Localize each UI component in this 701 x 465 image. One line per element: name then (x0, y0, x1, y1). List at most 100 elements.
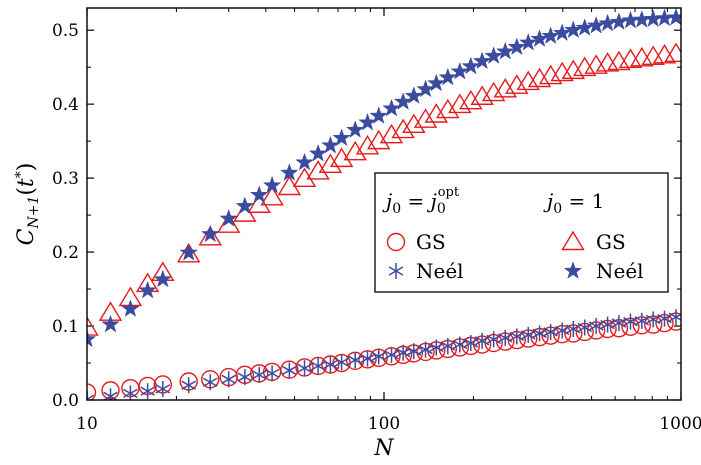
data-point (200, 224, 220, 243)
data-point (247, 193, 271, 213)
legend-marker-neel-one (563, 261, 583, 279)
x-tick-label: 100 (368, 414, 400, 434)
data-point (493, 77, 517, 98)
data-point (657, 310, 672, 327)
data-point (292, 167, 317, 188)
series-2 (87, 42, 681, 336)
plot-frame (86, 7, 682, 401)
data-point (347, 352, 363, 369)
data-point (155, 380, 171, 397)
y-tick-label: 0.0 (52, 391, 79, 411)
data-point (371, 348, 387, 365)
data-point (181, 377, 197, 394)
data-point (306, 160, 330, 180)
data-point (436, 98, 460, 119)
data-point (507, 37, 527, 56)
x-tick-label: 1000 (659, 414, 701, 434)
data-point (262, 175, 282, 194)
y-axis-label: CN+1(t*) (13, 163, 42, 246)
data-point (424, 103, 449, 123)
data-point (486, 331, 501, 348)
data-point (369, 106, 389, 124)
data-point (345, 120, 365, 138)
data-point (461, 56, 481, 75)
y-tick-label: 0.5 (52, 21, 79, 41)
y-tick-label: 0.1 (52, 317, 79, 337)
data-point (179, 243, 198, 261)
data-point (402, 113, 426, 134)
data-point (198, 225, 222, 246)
data-point (505, 74, 529, 94)
legend-label-gs-opt: GS (416, 230, 446, 254)
legend-marker-neel-opt (388, 263, 404, 279)
legend-box (374, 172, 669, 293)
data-point (221, 371, 237, 388)
data-point (219, 209, 238, 227)
data-point (416, 79, 435, 98)
data-point (329, 147, 354, 168)
data-point (87, 383, 97, 400)
series-1 (87, 309, 681, 400)
data-point (516, 70, 540, 91)
data-point (459, 89, 483, 110)
data-point (413, 108, 438, 128)
data-marks (87, 8, 681, 400)
data-point (282, 362, 297, 379)
data-point (609, 12, 629, 30)
data-point (561, 59, 586, 80)
svg-text:CN+1(t*): CN+1(t*) (13, 163, 42, 246)
data-point (87, 391, 95, 400)
data-point (251, 366, 267, 383)
data-point (527, 67, 552, 88)
data-point (216, 213, 241, 233)
y-tick-label: 0.2 (52, 243, 79, 263)
data-point (249, 185, 269, 204)
data-point (176, 242, 201, 263)
data-point (297, 360, 312, 377)
data-point (280, 163, 299, 181)
data-point (343, 140, 367, 161)
data-point (138, 280, 157, 299)
data-point (463, 335, 479, 352)
data-point (310, 357, 326, 374)
data-point (121, 299, 140, 317)
data-point (518, 32, 538, 51)
data-point (427, 73, 446, 92)
data-point (318, 153, 343, 174)
data-point (404, 86, 424, 104)
data-point (530, 29, 549, 47)
data-point (428, 339, 444, 356)
legend-label-neel-opt: Neél (416, 259, 464, 283)
data-point (655, 8, 674, 27)
data-point (332, 128, 351, 147)
data-point (472, 51, 492, 70)
data-point (664, 42, 681, 63)
data-point (470, 85, 494, 105)
data-point (358, 112, 377, 131)
data-point (123, 385, 138, 400)
data-point (140, 383, 155, 400)
data-point (438, 67, 458, 86)
data-point (323, 356, 338, 373)
legend-label-gs-one: GS (596, 230, 626, 254)
data-point (384, 346, 399, 363)
data-point (391, 118, 415, 139)
data-point (440, 338, 456, 355)
data-point (103, 388, 118, 400)
x-axis-label: N (373, 436, 394, 461)
data-point (598, 13, 617, 32)
data-point (355, 134, 380, 155)
data-point (321, 135, 340, 154)
data-point (308, 143, 328, 162)
data-point (406, 343, 422, 360)
data-point (237, 369, 253, 386)
series-3 (87, 8, 681, 348)
legend: j0 = j0opt j0 = 1 GS Neél GS Neél (374, 172, 669, 293)
data-point (382, 98, 401, 117)
data-point (260, 185, 284, 206)
data-point (418, 341, 433, 358)
legend-marker-gs-one (561, 230, 585, 251)
legend-label-neel-one: Neél (596, 259, 644, 283)
data-point (334, 354, 349, 371)
